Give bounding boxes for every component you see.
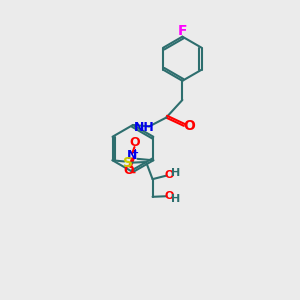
Text: -: -	[131, 167, 135, 177]
Text: S: S	[123, 156, 133, 170]
Text: O: O	[129, 136, 140, 149]
Text: +: +	[132, 148, 139, 157]
Text: F: F	[178, 24, 187, 38]
Text: O: O	[165, 191, 174, 201]
Text: O: O	[124, 164, 134, 176]
Text: H: H	[172, 194, 181, 204]
Text: O: O	[183, 119, 195, 133]
Text: N: N	[127, 149, 137, 162]
Text: O: O	[165, 170, 174, 180]
Text: H: H	[172, 168, 181, 178]
Text: NH: NH	[134, 121, 154, 134]
